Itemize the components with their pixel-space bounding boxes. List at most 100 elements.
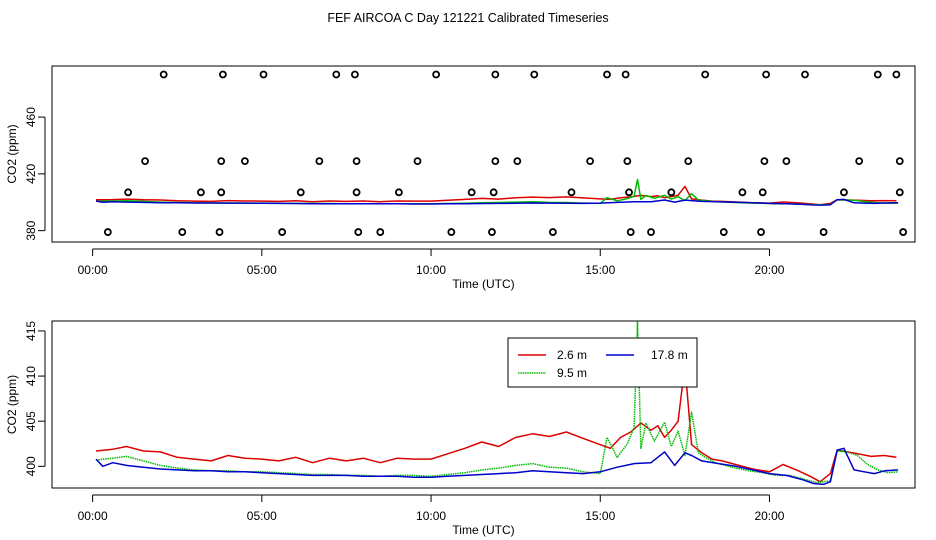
series-group	[95, 321, 899, 486]
x-axis-label: Time (UTC)	[452, 277, 514, 291]
calibration-point	[586, 157, 595, 165]
calibration-point	[738, 188, 747, 197]
y-axis-label: CO2 (ppm)	[5, 124, 19, 183]
series-line-17-8-m	[95, 447, 899, 486]
x-tick-label: 00:00	[78, 263, 108, 277]
calibration-point	[259, 70, 268, 79]
calibration-point	[760, 157, 769, 165]
calibration-point	[432, 70, 441, 79]
calibration-point	[467, 188, 476, 197]
calibration-point	[296, 188, 305, 197]
y-tick-label: 410	[24, 366, 38, 386]
figure-title: FEF AIRCOA C Day 121221 Calibrated Times…	[327, 11, 608, 25]
plot-frame	[51, 320, 916, 489]
calibration-point	[621, 70, 630, 79]
calibration-point	[513, 157, 522, 165]
calibration-point	[895, 188, 904, 197]
plot-frame	[51, 65, 916, 243]
calibration-panel: 00:00 05:00 10:00 15:00 20:00 Time (UTC) 380 42…	[5, 65, 916, 291]
calibration-point	[782, 157, 791, 165]
x-axis: 00:00 05:00 10:00 15:00 20:00 Time (UTC)	[78, 248, 785, 291]
calibration-point	[315, 157, 324, 165]
calibration-point	[332, 70, 341, 79]
y-tick-label: 415	[24, 321, 38, 341]
legend-box	[507, 337, 698, 388]
calibration-point	[626, 228, 635, 236]
x-tick-label: 10:00	[416, 263, 446, 277]
series-line-17-8-m	[95, 198, 899, 206]
x-tick-label: 20:00	[754, 509, 784, 523]
calibration-point	[667, 188, 676, 197]
calibration-point	[103, 228, 112, 236]
calibration-point	[354, 228, 363, 236]
calibration-point	[141, 157, 149, 165]
calibration-point	[178, 228, 187, 236]
calibration-point	[567, 188, 576, 197]
calibration-point	[197, 188, 205, 197]
calibration-point	[762, 70, 770, 79]
calibration-point	[757, 228, 765, 236]
calibration-point	[215, 228, 224, 236]
x-tick-label: 20:00	[754, 263, 784, 277]
x-tick-label: 05:00	[247, 263, 277, 277]
x-tick-label: 05:00	[247, 509, 277, 523]
calibration-point	[892, 70, 901, 79]
calibration-point	[758, 188, 767, 197]
calibration-point	[447, 228, 456, 236]
calibration-point	[530, 70, 539, 79]
calibration-point	[488, 228, 496, 236]
x-tick-label: 00:00	[78, 509, 108, 523]
y-tick-label: 420	[24, 164, 38, 184]
series-group	[95, 178, 899, 206]
calibration-point	[350, 70, 359, 79]
x-tick-label: 15:00	[585, 509, 615, 523]
calibration-point	[413, 157, 422, 165]
calibration-point	[819, 228, 828, 236]
y-tick-label: 405	[24, 411, 38, 431]
calibration-point	[840, 188, 848, 197]
x-tick-label: 10:00	[416, 509, 446, 523]
calibration-point	[489, 188, 498, 197]
calibration-point	[217, 157, 226, 165]
calibration-point	[352, 157, 361, 165]
calibration-point	[241, 157, 249, 165]
calibration-point	[625, 188, 633, 197]
calibration-point	[684, 157, 693, 165]
calibration-point	[159, 70, 168, 79]
calibration-point	[801, 70, 809, 79]
legend-label: 17.8 m	[651, 348, 688, 362]
y-axis: 380 420 460 CO2 (ppm)	[5, 107, 46, 241]
calibration-point	[603, 70, 611, 79]
calibration-point	[899, 228, 908, 236]
x-tick-label: 15:00	[585, 263, 615, 277]
calibration-point	[124, 188, 133, 197]
calibration-point	[491, 70, 500, 79]
legend: 2.6 m 9.5 m 17.8 m	[507, 337, 698, 388]
calibration-point	[647, 228, 655, 236]
calibration-point	[873, 70, 882, 79]
calibration-point	[278, 228, 287, 236]
x-axis: 00:00 05:00 10:00 15:00 20:00 Time (UTC)	[78, 494, 785, 537]
y-tick-label: 400	[24, 456, 38, 476]
calibration-point	[895, 157, 904, 165]
x-axis-label: Time (UTC)	[452, 523, 514, 537]
y-axis: 400 405 410 415 CO2 (ppm)	[5, 321, 46, 476]
calibration-point	[394, 188, 403, 197]
calibration-point	[219, 70, 227, 79]
calibration-point	[855, 157, 864, 165]
calibration-point	[376, 228, 385, 236]
calibration-point	[701, 70, 710, 79]
legend-label: 2.6 m	[557, 348, 587, 362]
y-axis-label: CO2 (ppm)	[5, 375, 19, 434]
calibration-point	[217, 188, 226, 197]
series-line-2-6-m	[95, 364, 897, 483]
calibration-point	[491, 157, 500, 165]
y-tick-label: 460	[24, 107, 38, 127]
calibration-point	[548, 228, 557, 236]
series-line-2-6-m	[95, 185, 897, 206]
legend-label: 9.5 m	[557, 366, 587, 380]
calibration-point	[352, 188, 361, 197]
y-tick-label: 380	[24, 220, 38, 240]
